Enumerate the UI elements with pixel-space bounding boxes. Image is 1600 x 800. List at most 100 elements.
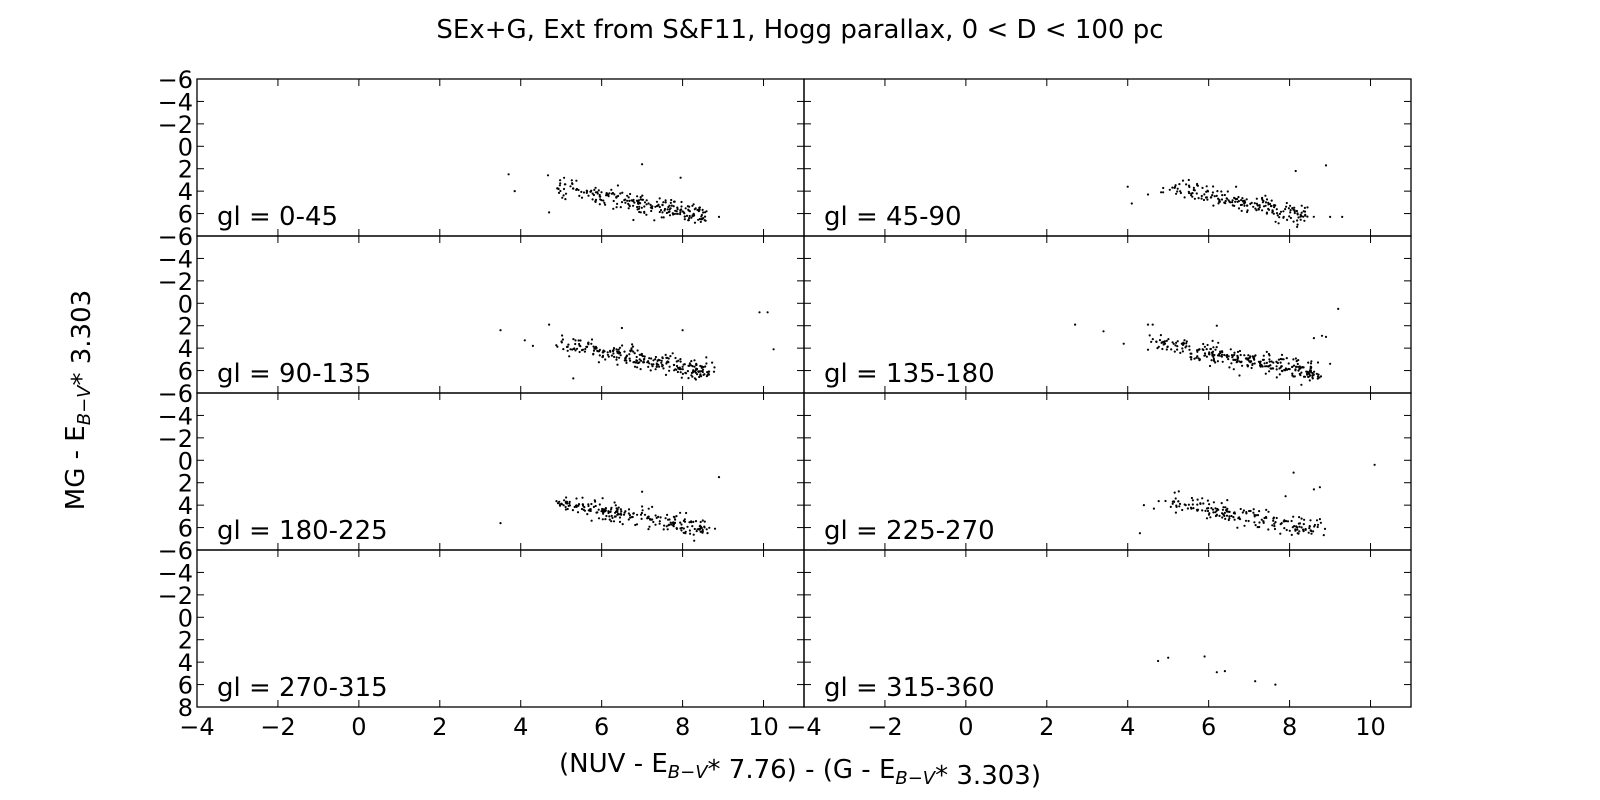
data-point	[686, 370, 690, 373]
y-tick-label: −2	[158, 582, 193, 610]
data-point	[680, 526, 684, 529]
data-point	[1249, 355, 1252, 358]
data-point	[669, 207, 672, 210]
data-point	[615, 358, 618, 361]
data-point	[1181, 347, 1184, 350]
data-point	[1245, 512, 1248, 515]
data-point	[669, 201, 672, 204]
data-point	[1268, 358, 1271, 361]
data-point	[636, 195, 639, 198]
data-point	[1122, 342, 1125, 345]
data-point	[1221, 351, 1224, 354]
data-point	[708, 526, 711, 529]
data-point	[575, 179, 578, 182]
data-point	[1309, 374, 1312, 377]
data-point	[1183, 196, 1186, 199]
data-point	[653, 219, 656, 222]
data-point	[601, 355, 604, 359]
data-point	[1279, 357, 1282, 361]
data-point	[1258, 360, 1262, 364]
data-point	[564, 501, 567, 504]
data-point	[1253, 362, 1256, 365]
data-point	[648, 357, 651, 360]
data-point	[632, 512, 635, 515]
x-tick-label: 8	[675, 713, 690, 741]
data-point	[577, 504, 580, 507]
data-point	[1308, 370, 1311, 373]
data-point	[1319, 521, 1322, 524]
data-point	[1155, 340, 1158, 343]
data-point	[1265, 198, 1269, 201]
data-point	[663, 524, 666, 527]
data-point	[1303, 518, 1306, 521]
data-point	[1271, 524, 1274, 527]
data-point	[1191, 195, 1194, 198]
data-point	[580, 349, 584, 352]
data-point	[1209, 196, 1212, 199]
data-point	[579, 345, 582, 348]
data-point	[1174, 497, 1177, 500]
data-point	[1187, 184, 1191, 187]
data-point	[606, 193, 609, 196]
data-point	[1238, 518, 1242, 521]
data-point	[1211, 191, 1214, 194]
data-point	[1282, 358, 1285, 361]
data-point	[1176, 187, 1179, 190]
data-point	[1295, 209, 1298, 213]
data-point	[631, 343, 634, 346]
data-point	[1228, 366, 1231, 369]
data-point	[591, 192, 594, 195]
data-point	[1255, 514, 1258, 517]
data-point	[1241, 364, 1244, 367]
data-point	[688, 214, 691, 218]
x-tick-label: 0	[958, 713, 973, 741]
data-point	[1177, 490, 1180, 493]
data-point	[604, 509, 607, 512]
x-axis-label: (NUV - EB−V* 7.76) - (G - EB−V* 3.303)	[559, 749, 1041, 791]
data-point	[559, 189, 562, 193]
data-point	[1294, 369, 1297, 372]
data-point	[1302, 215, 1305, 218]
data-point	[1236, 350, 1240, 353]
data-point	[1185, 183, 1188, 186]
data-point	[1252, 356, 1255, 359]
panel-label: gl = 45-90	[824, 202, 962, 232]
data-point	[1267, 510, 1270, 513]
data-point	[1130, 202, 1133, 205]
data-point	[1309, 369, 1312, 372]
data-point	[1276, 214, 1279, 217]
data-point	[1272, 519, 1275, 522]
data-point	[657, 363, 660, 366]
data-point	[705, 356, 708, 359]
data-point	[646, 361, 649, 364]
y-tick-label: 8	[178, 694, 193, 722]
data-point	[1249, 202, 1252, 205]
data-point	[672, 205, 675, 208]
data-point	[1222, 513, 1225, 516]
data-point	[640, 511, 644, 515]
data-point	[626, 194, 629, 197]
data-point	[1275, 516, 1278, 520]
data-point	[701, 368, 705, 371]
data-point	[684, 207, 687, 210]
data-point	[637, 202, 640, 205]
data-point	[664, 517, 667, 520]
data-point	[654, 514, 657, 517]
data-point	[1288, 529, 1291, 532]
data-point	[619, 206, 622, 209]
data-point	[1291, 207, 1294, 210]
panel-frame	[803, 549, 1412, 708]
data-point	[705, 528, 708, 531]
data-point	[1198, 359, 1201, 362]
data-point	[1172, 500, 1175, 503]
data-point	[1208, 512, 1211, 515]
data-point	[1278, 367, 1281, 370]
data-point	[691, 204, 694, 207]
data-point	[1216, 360, 1219, 363]
data-point	[1200, 194, 1203, 198]
scatter-points	[507, 163, 721, 224]
data-point	[1232, 358, 1235, 361]
data-point	[1249, 509, 1252, 513]
data-point	[1162, 340, 1165, 343]
